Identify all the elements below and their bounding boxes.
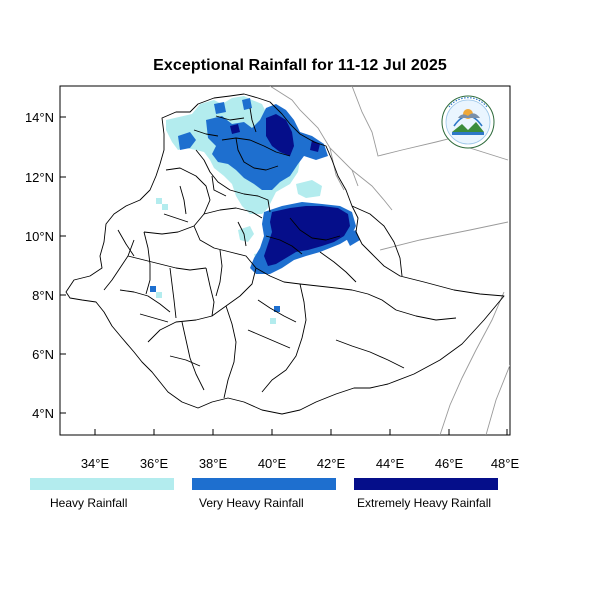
meteorology-institute-logo xyxy=(441,95,495,149)
x-tick-label: 42°E xyxy=(317,456,346,471)
x-tick-label: 46°E xyxy=(435,456,464,471)
x-tick-label: 48°E xyxy=(491,456,520,471)
map-title: Exceptional Rainfall for 11-12 Jul 2025 xyxy=(153,57,447,74)
legend-swatch-heavy xyxy=(30,478,174,490)
y-tick-label: 12°N xyxy=(25,170,54,185)
y-tick-labels: 14°N 12°N 10°N 8°N 6°N 4°N xyxy=(25,110,54,421)
x-tick-label: 40°E xyxy=(258,456,287,471)
x-tick-label: 34°E xyxy=(81,456,110,471)
extremely-heavy-rainfall-cells xyxy=(230,114,350,266)
y-axis xyxy=(60,116,66,414)
neighbor-borders xyxy=(269,86,510,435)
x-tick-label: 38°E xyxy=(199,456,228,471)
y-tick-label: 10°N xyxy=(25,229,54,244)
legend-label-very-heavy: Very Heavy Rainfall xyxy=(199,496,304,510)
x-tick-label: 44°E xyxy=(376,456,405,471)
x-tick-label: 36°E xyxy=(140,456,169,471)
legend-label-heavy: Heavy Rainfall xyxy=(50,496,128,510)
x-axis xyxy=(94,429,508,435)
x-tick-labels: 34°E 36°E 38°E 40°E 42°E 44°E 46°E 48°E xyxy=(81,456,520,471)
country-outline xyxy=(65,93,505,415)
y-tick-label: 4°N xyxy=(32,406,54,421)
y-tick-label: 14°N xyxy=(25,110,54,125)
admin-boundaries xyxy=(65,93,505,415)
legend-swatch-very-heavy xyxy=(192,478,336,490)
y-tick-label: 8°N xyxy=(32,288,54,303)
y-tick-label: 6°N xyxy=(32,347,54,362)
legend-swatch-extremely-heavy xyxy=(354,478,498,490)
rainfall-layer xyxy=(150,96,360,324)
legend-label-extremely-heavy: Extremely Heavy Rainfall xyxy=(357,496,492,510)
map-frame xyxy=(59,85,511,436)
